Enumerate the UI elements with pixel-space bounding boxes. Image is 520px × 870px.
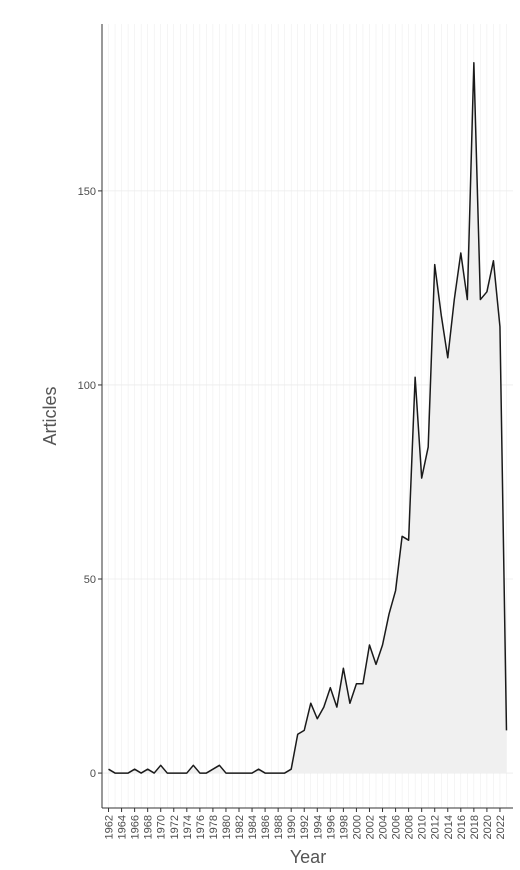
- x-tick-label: 2016: [456, 815, 468, 839]
- x-tick-label: 1984: [247, 815, 259, 839]
- x-tick-label: 2000: [351, 815, 363, 839]
- x-tick-label: 1980: [221, 815, 233, 839]
- x-tick-label: 1968: [143, 815, 155, 839]
- x-tick-label: 1998: [338, 815, 350, 839]
- x-tick-label: 1996: [325, 815, 337, 839]
- x-tick-label: 2004: [378, 815, 390, 839]
- x-tick-label: 2014: [443, 815, 455, 839]
- y-tick-label: 0: [90, 768, 96, 780]
- x-tick-label: 1962: [104, 815, 116, 839]
- x-tick-label: 1978: [208, 815, 220, 839]
- x-tick-label: 1994: [312, 815, 324, 839]
- x-tick-label: 2002: [364, 815, 376, 839]
- x-tick-label: 2020: [482, 815, 494, 839]
- x-tick-label: 1974: [182, 815, 194, 839]
- y-tick-label: 100: [78, 380, 96, 392]
- x-tick-label: 2006: [391, 815, 403, 839]
- x-tick-label: 1970: [156, 815, 168, 839]
- x-tick-label: 1976: [195, 815, 207, 839]
- x-tick-label: 2008: [404, 815, 416, 839]
- y-axis-ticks: 0 50 100 150: [78, 186, 102, 780]
- x-tick-label: 2022: [495, 815, 507, 839]
- x-tick-label: 1964: [117, 815, 129, 839]
- x-tick-label: 1982: [234, 815, 246, 839]
- x-axis-ticks: 1962 1964 1966 1968 1970 1972 1974 1976 1978 1980…: [104, 808, 507, 839]
- x-tick-label: 1988: [273, 815, 285, 839]
- x-tick-label: 1966: [130, 815, 142, 839]
- x-tick-label: 2012: [430, 815, 442, 839]
- y-tick-label: 50: [84, 574, 96, 586]
- x-tick-label: 1992: [299, 815, 311, 839]
- x-axis-title: Year: [290, 847, 326, 867]
- y-tick-label: 150: [78, 186, 96, 198]
- x-tick-label: 1986: [260, 815, 272, 839]
- x-tick-label: 1990: [286, 815, 298, 839]
- x-tick-label: 1972: [169, 815, 181, 839]
- y-axis-title: Articles: [40, 386, 60, 445]
- area-fill: [108, 62, 507, 774]
- x-tick-label: 2010: [417, 815, 429, 839]
- x-tick-label: 2018: [469, 815, 481, 839]
- series-line: [108, 62, 508, 774]
